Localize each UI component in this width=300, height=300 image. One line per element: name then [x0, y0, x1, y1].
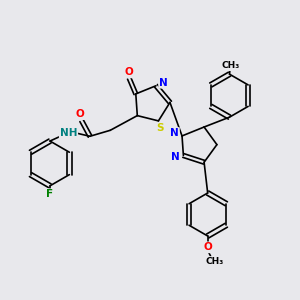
- Text: CH₃: CH₃: [205, 257, 224, 266]
- Text: CH₃: CH₃: [222, 61, 240, 70]
- Text: O: O: [125, 68, 134, 77]
- Text: N: N: [171, 152, 179, 162]
- Text: F: F: [46, 189, 53, 199]
- Text: O: O: [76, 109, 85, 119]
- Text: N: N: [170, 128, 179, 138]
- Text: O: O: [203, 242, 212, 252]
- Text: S: S: [156, 123, 164, 133]
- Text: NH: NH: [60, 128, 77, 138]
- Text: N: N: [159, 78, 168, 88]
